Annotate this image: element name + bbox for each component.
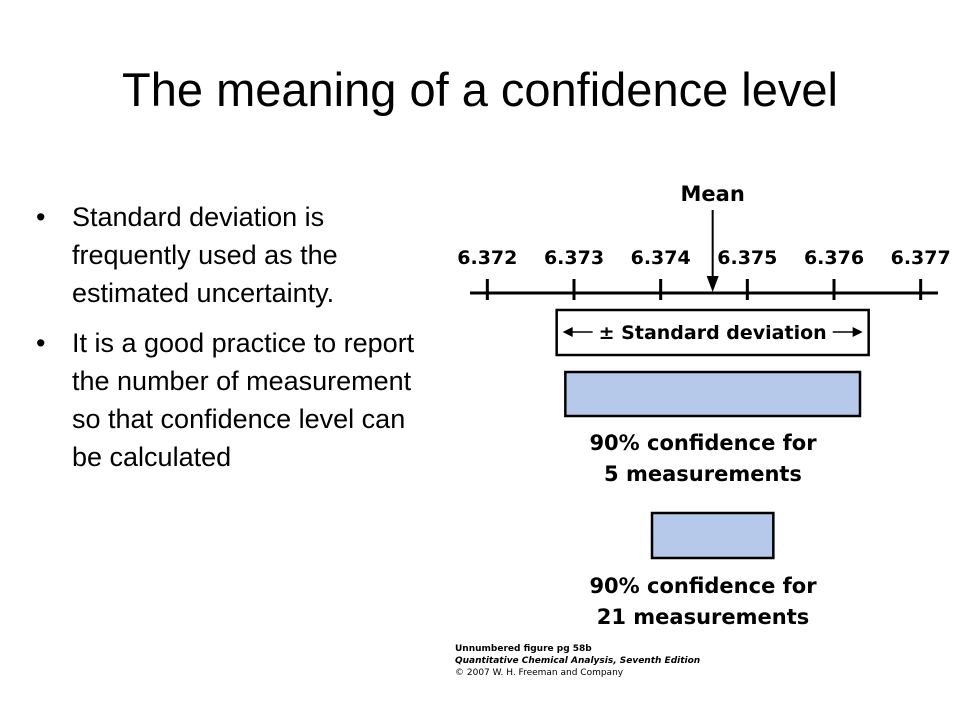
- tick-label: 6.377: [891, 247, 951, 269]
- bullet: It is a good practice to report the numb…: [30, 324, 420, 476]
- slide-title: The meaning of a confidence level: [122, 63, 838, 116]
- mean-label: Mean: [681, 182, 745, 206]
- confidence-label: 21 measurements: [597, 605, 810, 629]
- bullet: Standard deviation is frequently used as…: [30, 198, 420, 312]
- caption: © 2007 W. H. Freeman and Company: [455, 668, 624, 678]
- caption: Unnumbered figure pg 58b: [455, 644, 592, 654]
- mean-arrowhead: [706, 276, 719, 292]
- confidence-bar: [564, 370, 862, 418]
- caption: Quantitative Chemical Analysis, Seventh …: [455, 656, 700, 666]
- tick-label: 6.374: [631, 247, 691, 269]
- confidence-label: 90% confidence for: [589, 574, 817, 598]
- confidence-bar: [650, 511, 775, 560]
- arrowhead: [562, 327, 573, 337]
- tick-label: 6.375: [717, 247, 777, 269]
- tick-label: 6.373: [544, 247, 604, 269]
- bullet-list: Standard deviation is frequently used as…: [30, 198, 420, 488]
- tick-label: 6.376: [804, 247, 864, 269]
- tick-label: 6.372: [457, 247, 517, 269]
- confidence-label: 90% confidence for: [589, 431, 817, 455]
- std-dev-box: [555, 308, 870, 357]
- arrowhead: [852, 327, 863, 337]
- confidence-label: 5 measurements: [604, 462, 802, 486]
- std-dev-label: ± Standard deviation: [599, 322, 827, 344]
